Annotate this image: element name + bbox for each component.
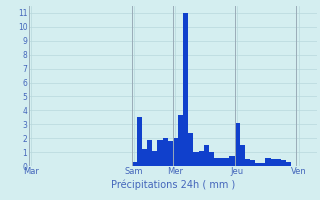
Bar [198, 151, 204, 166]
Bar [178, 115, 183, 166]
Bar [245, 159, 250, 166]
Bar [152, 151, 157, 166]
Bar [173, 138, 178, 166]
Bar [219, 158, 224, 166]
Bar [214, 158, 219, 166]
Bar [224, 158, 229, 166]
Bar [209, 152, 214, 166]
Bar [260, 163, 265, 166]
Bar [147, 140, 152, 166]
Bar [286, 162, 291, 166]
Bar [250, 160, 255, 166]
Bar [229, 156, 235, 166]
Bar [276, 159, 281, 166]
Bar [163, 138, 168, 166]
Bar [235, 123, 240, 166]
Bar [168, 141, 173, 166]
Bar [142, 149, 147, 166]
Bar [255, 163, 260, 166]
Bar [240, 145, 245, 166]
Bar [281, 160, 286, 166]
Bar [193, 152, 198, 166]
Bar [204, 145, 209, 166]
Bar [132, 162, 137, 166]
Bar [188, 133, 193, 166]
Bar [137, 117, 142, 166]
Bar [265, 158, 270, 166]
Bar [270, 159, 276, 166]
Bar [183, 13, 188, 166]
Bar [157, 140, 163, 166]
X-axis label: Précipitations 24h ( mm ): Précipitations 24h ( mm ) [111, 179, 235, 190]
